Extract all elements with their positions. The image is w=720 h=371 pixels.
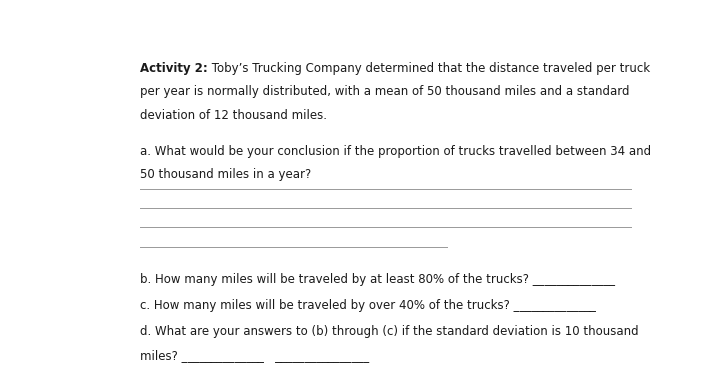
Text: d. What are your answers to (b) through (c) if the standard deviation is 10 thou: d. What are your answers to (b) through …: [140, 325, 639, 338]
Text: Toby’s Trucking Company determined that the distance traveled per truck: Toby’s Trucking Company determined that …: [208, 62, 650, 75]
Text: c. How many miles will be traveled by over 40% of the trucks? ______________: c. How many miles will be traveled by ov…: [140, 299, 596, 312]
Text: deviation of 12 thousand miles.: deviation of 12 thousand miles.: [140, 109, 327, 122]
Text: a. What would be your conclusion if the proportion of trucks travelled between 3: a. What would be your conclusion if the …: [140, 145, 652, 158]
Text: per year is normally distributed, with a mean of 50 thousand miles and a standar: per year is normally distributed, with a…: [140, 85, 630, 98]
Text: miles? ______________   ________________: miles? ______________ ________________: [140, 349, 369, 362]
Text: b. How many miles will be traveled by at least 80% of the trucks? ______________: b. How many miles will be traveled by at…: [140, 273, 615, 286]
Text: Activity 2:: Activity 2:: [140, 62, 208, 75]
Text: 50 thousand miles in a year?: 50 thousand miles in a year?: [140, 168, 312, 181]
